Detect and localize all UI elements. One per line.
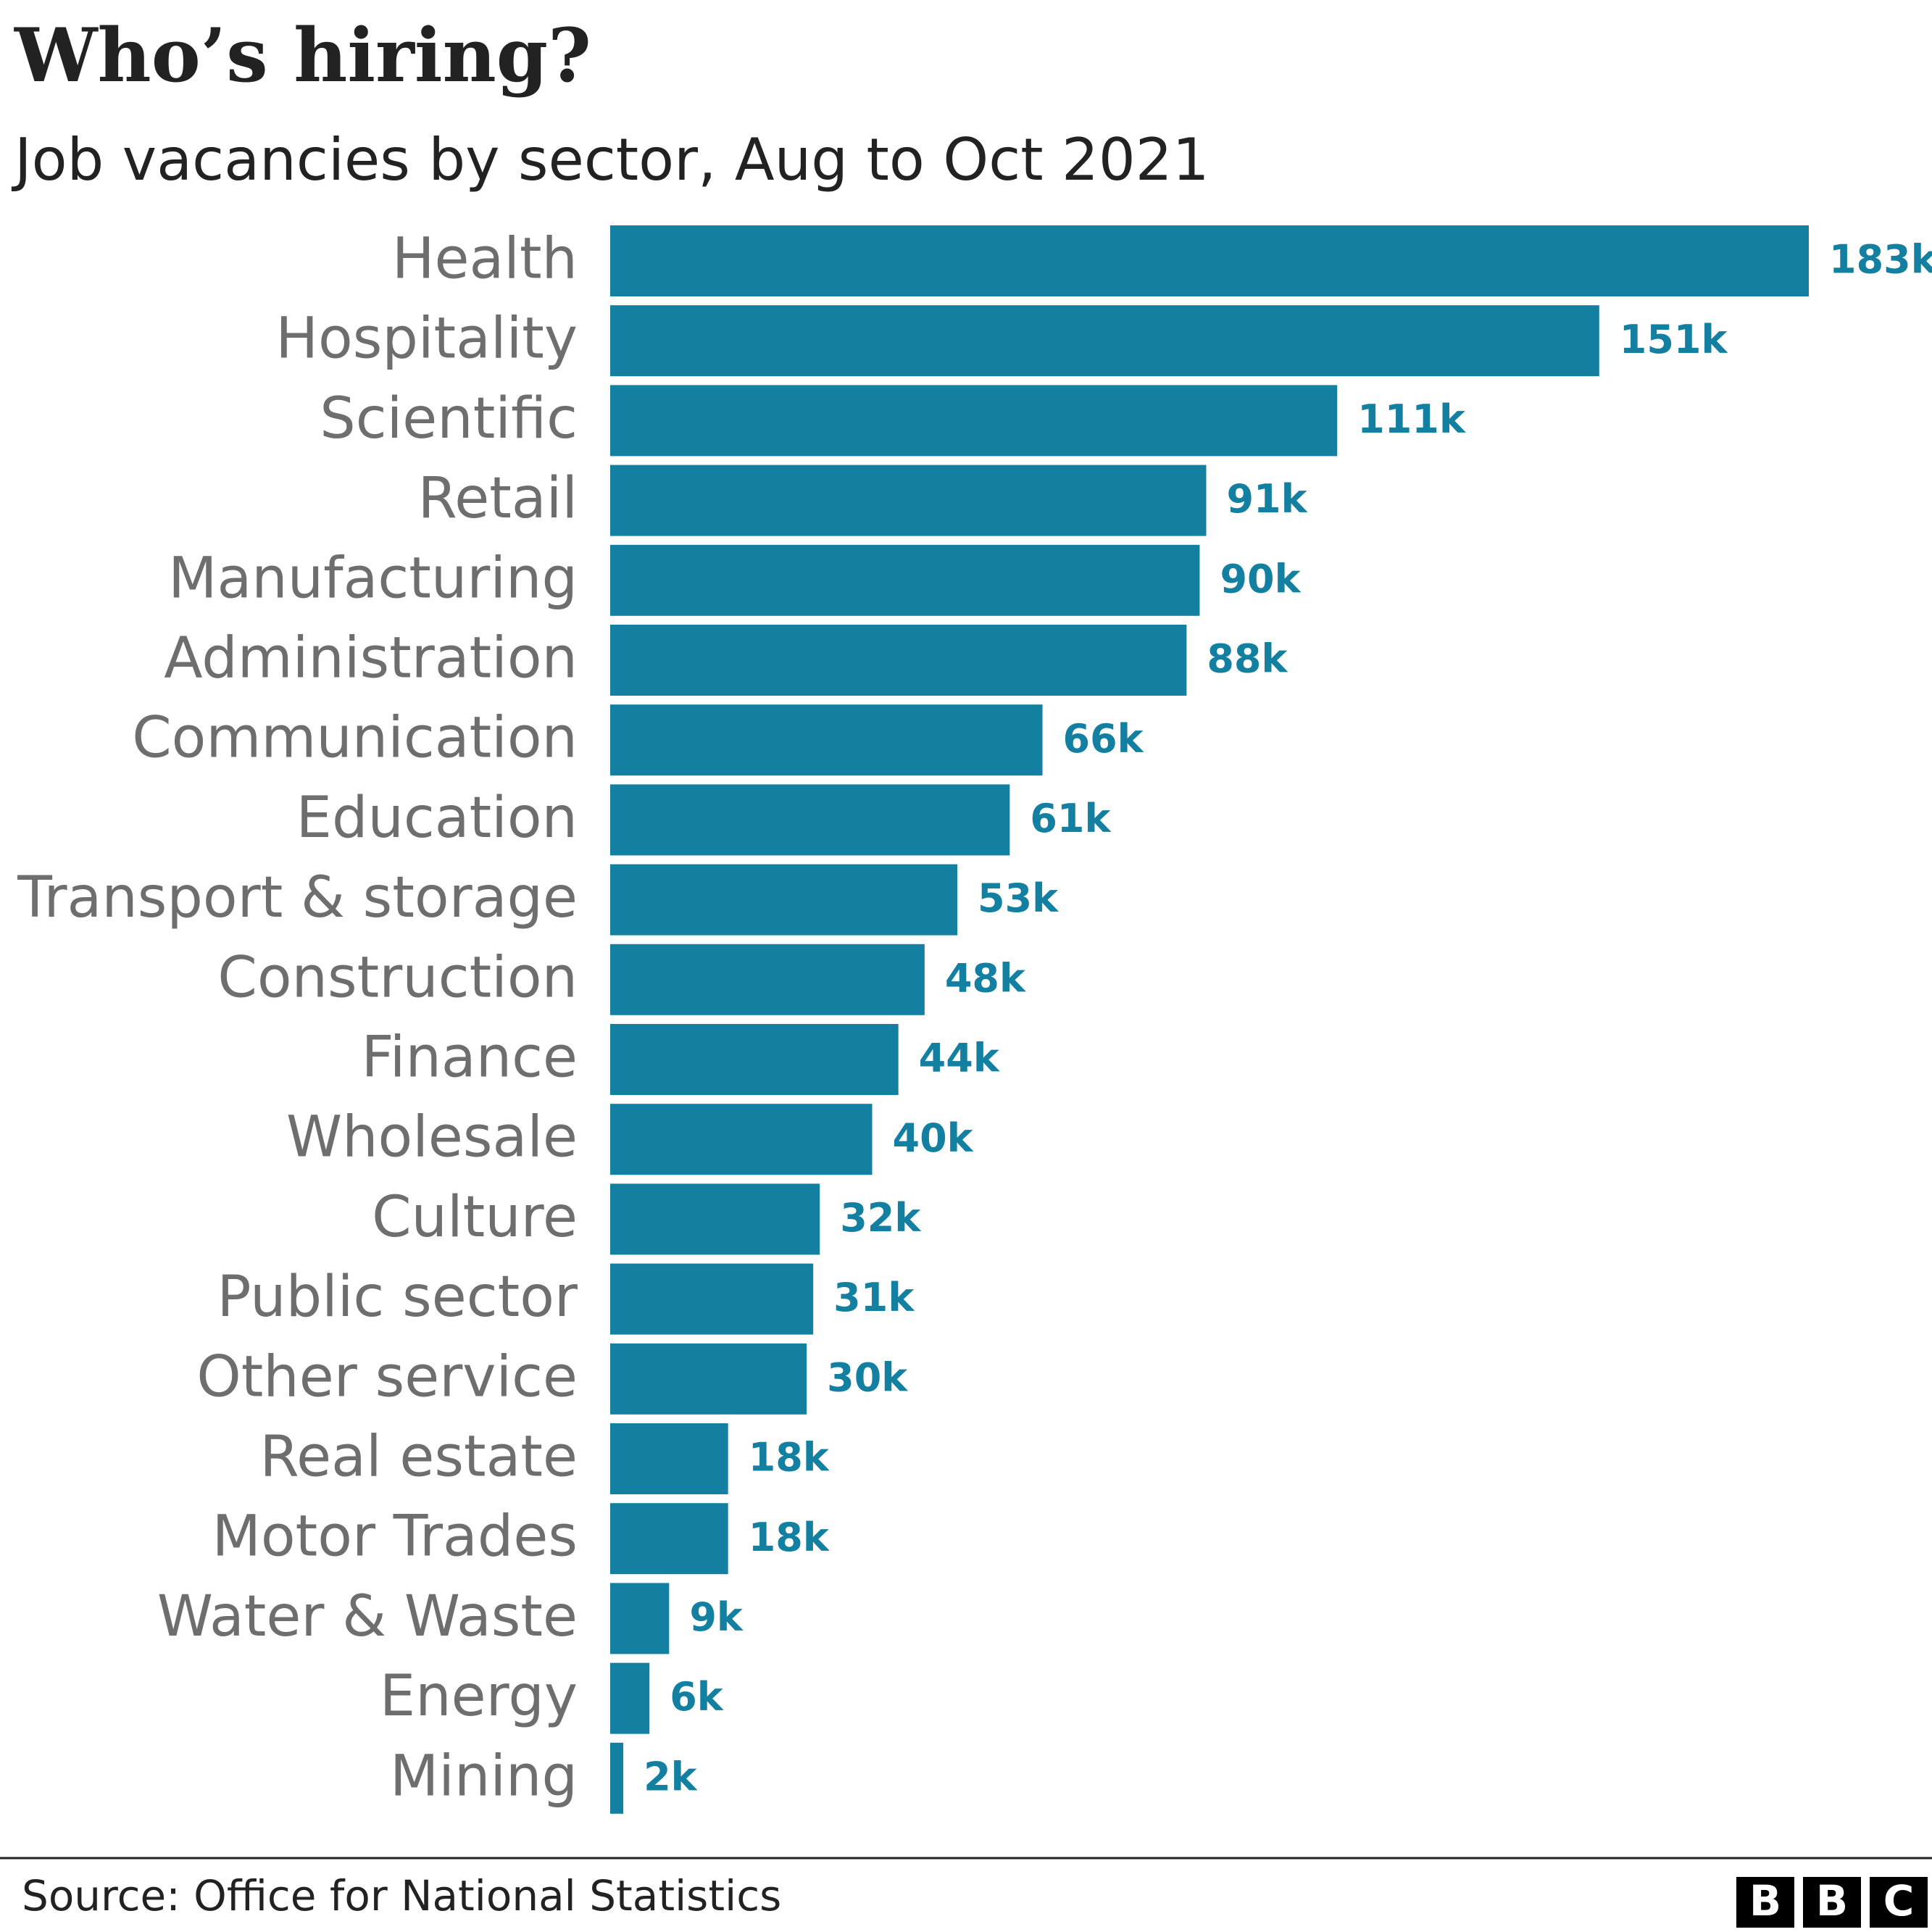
category-label: Administration xyxy=(164,625,578,691)
bar xyxy=(610,944,925,1015)
category-label: Energy xyxy=(380,1664,578,1729)
value-label: 61k xyxy=(1030,796,1111,841)
value-label: 40k xyxy=(893,1115,974,1161)
bar xyxy=(610,1742,624,1814)
value-label: 9k xyxy=(689,1594,744,1640)
category-label: Construction xyxy=(217,945,578,1010)
category-label: Scientific xyxy=(320,386,578,451)
category-label: Other service xyxy=(196,1344,578,1410)
logo-letter: B xyxy=(1749,1876,1781,1925)
bar xyxy=(610,1343,807,1415)
bar xyxy=(610,1183,820,1255)
bbc-logo: B B C xyxy=(1736,1876,1928,1928)
bar xyxy=(610,625,1187,696)
value-label: 18k xyxy=(749,1515,830,1560)
logo-block xyxy=(1803,1877,1861,1928)
bar xyxy=(610,305,1599,377)
logo-block xyxy=(1736,1877,1794,1928)
category-label: Health xyxy=(392,226,578,291)
value-label: 111k xyxy=(1357,396,1466,442)
value-label: 88k xyxy=(1207,636,1288,682)
bar xyxy=(610,1423,728,1494)
value-label: 18k xyxy=(749,1435,830,1481)
value-label: 32k xyxy=(840,1195,921,1241)
bar xyxy=(610,465,1207,536)
category-label: Culture xyxy=(372,1185,578,1250)
bar xyxy=(610,864,958,936)
category-label: Manufacturing xyxy=(168,546,578,611)
bar xyxy=(610,784,1010,856)
category-label: Finance xyxy=(362,1025,578,1090)
source: Source: Office for National Statistics xyxy=(22,1871,781,1920)
category-label: Mining xyxy=(390,1744,578,1809)
logo-letter: C xyxy=(1883,1876,1915,1925)
bar xyxy=(610,385,1338,457)
value-label: 6k xyxy=(670,1674,724,1720)
logo-letter: B xyxy=(1816,1876,1848,1925)
chart-subtitle: Job vacancies by sector, Aug to Oct 2021 xyxy=(11,126,1209,193)
logo-block xyxy=(1870,1877,1928,1928)
bar xyxy=(610,1662,650,1734)
bar xyxy=(610,225,1809,296)
bar xyxy=(610,1263,814,1335)
value-label: 2k xyxy=(644,1754,698,1799)
bar xyxy=(610,1104,873,1175)
value-label: 66k xyxy=(1063,716,1144,762)
bar xyxy=(610,704,1043,776)
value-label: 183k xyxy=(1829,237,1932,283)
bar xyxy=(610,544,1200,616)
value-label: 151k xyxy=(1620,317,1728,362)
bar xyxy=(610,1583,670,1654)
category-label: Motor Trades xyxy=(212,1504,578,1570)
bar xyxy=(610,1024,899,1095)
category-label: Hospitality xyxy=(275,307,578,372)
value-label: 48k xyxy=(945,955,1026,1001)
value-label: 90k xyxy=(1220,556,1301,601)
value-label: 44k xyxy=(919,1036,1000,1081)
category-label: Wholesale xyxy=(286,1105,578,1170)
value-label: 30k xyxy=(827,1354,908,1400)
value-label: 31k xyxy=(833,1275,915,1320)
category-label: Water & Waste xyxy=(157,1584,578,1649)
category-label: Retail xyxy=(418,466,578,531)
value-label: 91k xyxy=(1226,476,1307,522)
category-label: Real estate xyxy=(259,1424,578,1489)
category-label: Education xyxy=(296,786,578,851)
value-label: 53k xyxy=(978,875,1059,921)
bar xyxy=(610,1503,728,1575)
category-label: Communication xyxy=(132,706,578,771)
category-label: Transport & storage xyxy=(17,865,578,930)
category-label: Public sector xyxy=(217,1265,578,1330)
chart-title: Who’s hiring? xyxy=(14,12,591,99)
